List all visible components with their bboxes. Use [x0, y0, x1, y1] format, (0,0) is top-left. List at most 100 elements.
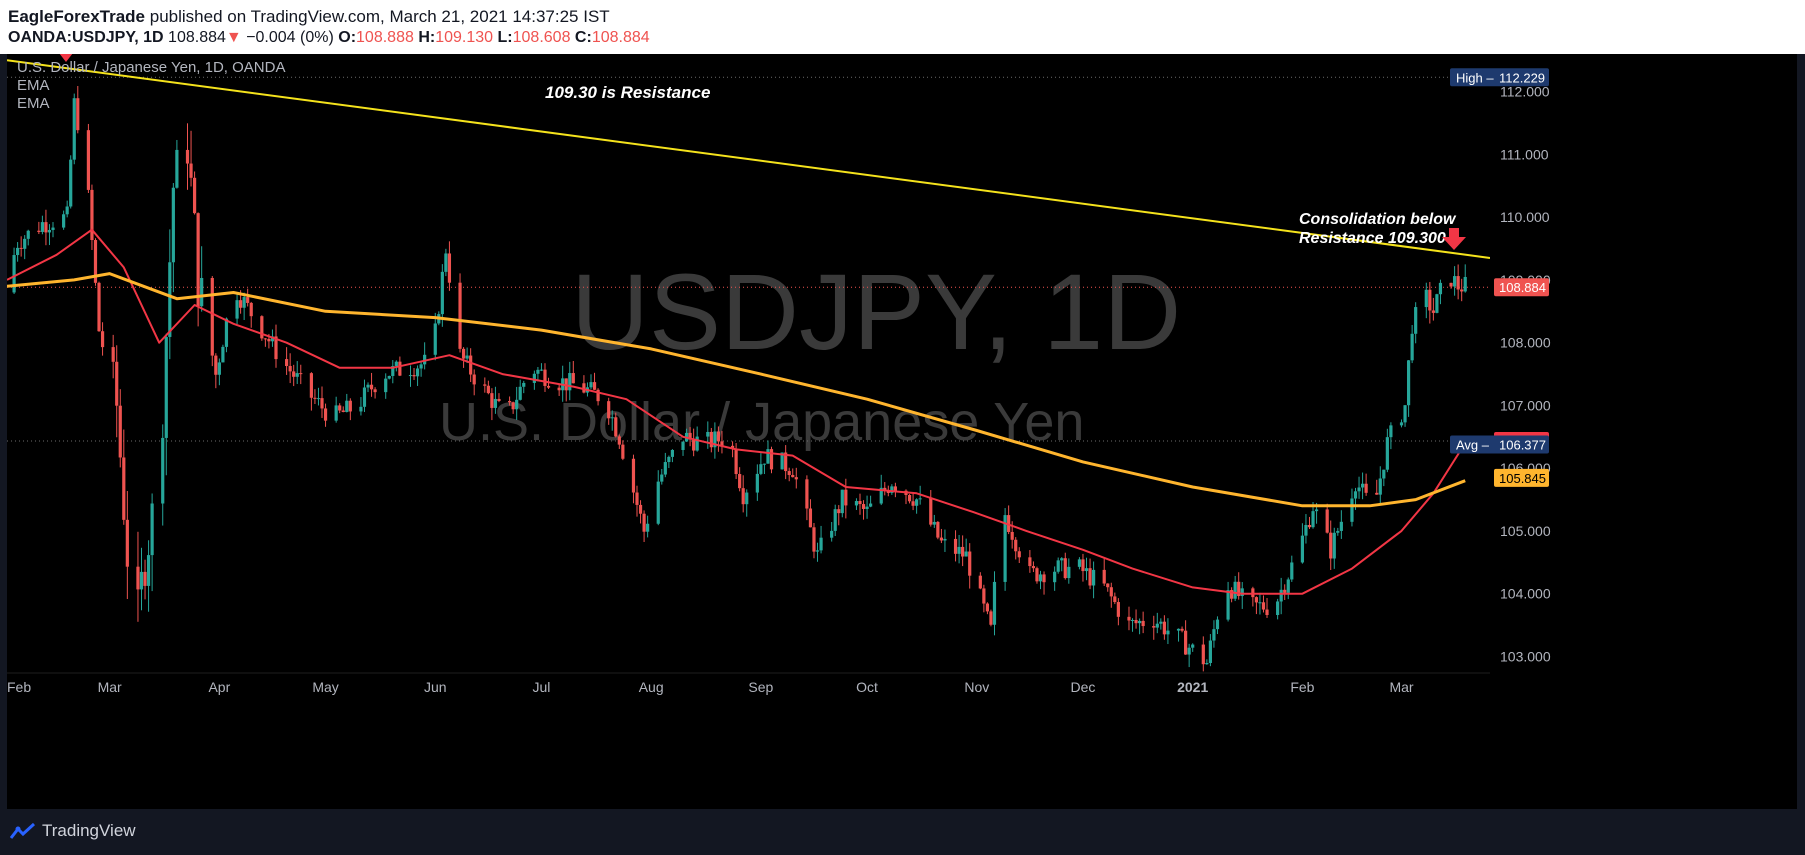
- ema-slow-line[interactable]: [7, 272, 1466, 508]
- consolidation-note-line1[interactable]: Consolidation below: [1299, 211, 1457, 228]
- avg-price-label[interactable]: Avg – 106.377: [1450, 435, 1549, 454]
- candle: [858, 493, 862, 515]
- candle: [978, 572, 982, 590]
- candle: [150, 493, 154, 592]
- candle: [1460, 278, 1464, 302]
- down-arrow-icon: ▼: [225, 29, 242, 46]
- ema-fast-line[interactable]: [7, 228, 1467, 595]
- author-name[interactable]: EagleForexTrade: [8, 7, 146, 26]
- candle: [246, 288, 250, 307]
- candle: [1091, 561, 1096, 599]
- candle: [1166, 618, 1170, 645]
- candle: [929, 490, 933, 527]
- svg-text:High –: High –: [1456, 70, 1494, 85]
- candle: [1084, 557, 1089, 581]
- candle: [1336, 527, 1340, 536]
- candle: [812, 523, 816, 559]
- resistance-note[interactable]: 109.30 is Resistance: [545, 83, 710, 102]
- candle: [1187, 643, 1191, 668]
- last-price-label[interactable]: 108.884: [1494, 278, 1549, 297]
- candle: [883, 482, 887, 496]
- watermark-description: U.S. Dollar / Japanese Yen: [439, 392, 1084, 452]
- candle: [1300, 523, 1305, 564]
- resistance-trendline[interactable]: [7, 59, 1491, 259]
- candle: [122, 429, 126, 525]
- candle: [992, 571, 997, 636]
- annotations: 109.30 is Resistance Consolidation below…: [545, 83, 1466, 250]
- price-axis[interactable]: 112.000111.000110.000109.000108.000107.0…: [1490, 54, 1797, 809]
- legend-ema-slow[interactable]: EMA: [17, 95, 50, 112]
- candle: [1382, 469, 1386, 487]
- tradingview-logo[interactable]: TradingView: [10, 821, 136, 841]
- candle: [1053, 566, 1057, 591]
- candle: [1357, 476, 1361, 499]
- candle: [791, 468, 795, 478]
- high-label: H:: [418, 29, 436, 46]
- candle: [893, 482, 897, 498]
- candle: [1276, 598, 1280, 620]
- candle: [614, 412, 618, 438]
- candle: [412, 367, 416, 381]
- candle: [433, 312, 437, 361]
- candle: [1152, 615, 1156, 640]
- y-tick-label: 111.000: [1500, 146, 1549, 162]
- legend-title: U.S. Dollar / Japanese Yen, 1D, OANDA: [17, 59, 285, 76]
- candle: [769, 446, 774, 474]
- candle: [408, 365, 413, 387]
- candle: [1191, 643, 1195, 652]
- down-arrow-marker-icon[interactable]: [1442, 228, 1466, 250]
- high-price-label[interactable]: High – 112.229: [1450, 68, 1549, 87]
- candle: [854, 498, 859, 510]
- x-tick-label: Mar: [98, 679, 122, 695]
- candle: [1360, 472, 1365, 500]
- candle: [1141, 611, 1145, 634]
- candle: [1339, 510, 1343, 539]
- x-tick-label: Sep: [748, 679, 773, 695]
- svg-text:105.845: 105.845: [1499, 471, 1546, 486]
- candle: [1389, 422, 1393, 450]
- candle: [1435, 293, 1439, 314]
- candle: [309, 372, 313, 411]
- candle: [1403, 405, 1407, 427]
- price-change: −0.004 (0%): [246, 29, 334, 46]
- candle: [210, 276, 214, 367]
- candle: [815, 542, 820, 562]
- candle: [69, 155, 73, 209]
- candle: [621, 440, 625, 461]
- candle: [1254, 596, 1259, 615]
- time-axis[interactable]: Feb Mar Apr May Jun Jul Aug Sep Oct Nov Dec 2021 Feb…: [7, 672, 1490, 695]
- candle: [394, 360, 398, 372]
- candle: [1414, 302, 1418, 344]
- candle: [964, 538, 968, 557]
- legend-ema-fast[interactable]: EMA: [17, 77, 50, 94]
- candle: [1028, 550, 1032, 573]
- candle: [713, 422, 717, 459]
- open-label: O:: [338, 29, 357, 46]
- candle: [582, 375, 586, 394]
- candle: [861, 500, 866, 520]
- candle: [656, 470, 660, 526]
- ema-slow-price-label[interactable]: 105.845: [1494, 468, 1549, 487]
- candle: [1102, 557, 1106, 586]
- candle: [497, 393, 501, 403]
- price-axis-bg[interactable]: [1490, 54, 1797, 809]
- candle: [1003, 508, 1007, 591]
- consolidation-note-line2[interactable]: Resistance 109.300: [1299, 230, 1446, 247]
- chart-pane[interactable]: USDJPY, 1D U.S. Dollar / Japanese Yen U.…: [7, 54, 1797, 809]
- candle: [341, 406, 345, 413]
- candle: [539, 363, 544, 372]
- candle: [1449, 282, 1453, 289]
- publish-text: published on TradingView.com, March 21, …: [149, 7, 610, 26]
- candle: [1237, 572, 1241, 600]
- candle: [469, 348, 473, 382]
- candle: [1261, 595, 1266, 613]
- price-chart[interactable]: USDJPY, 1D U.S. Dollar / Japanese Yen U.…: [7, 54, 1797, 809]
- candle: [1159, 618, 1163, 630]
- candle: [507, 396, 512, 406]
- candle: [568, 361, 572, 401]
- ohlc-readout: OANDA:USDJPY, 1D 108.884▼ −0.004 (0%) O:…: [8, 29, 650, 47]
- candle: [76, 86, 80, 134]
- candle: [1283, 584, 1287, 600]
- candle: [1014, 537, 1018, 560]
- candle: [890, 484, 894, 495]
